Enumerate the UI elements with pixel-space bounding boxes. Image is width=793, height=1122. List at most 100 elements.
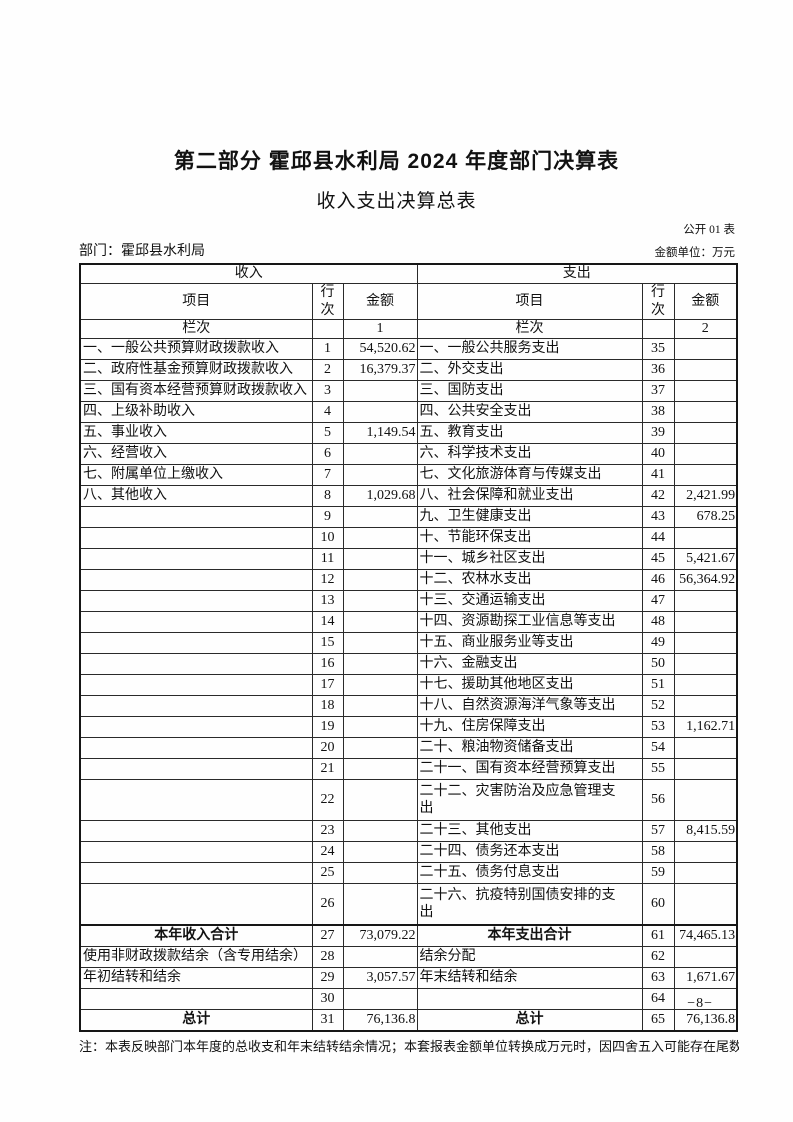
expense-amount-cell bbox=[673, 758, 738, 780]
expense-amount-cell bbox=[673, 737, 738, 759]
table-row: 四、上级补助收入 4 四、公共安全支出 38 bbox=[79, 401, 738, 423]
income-amount-col-header: 金额 bbox=[342, 283, 418, 320]
income-rowno-cell: 2 bbox=[311, 359, 344, 381]
table-title: 收入支出决算总表 bbox=[316, 191, 477, 212]
table-row: 使用非财政拨款结余（含专用结余） 28 结余分配 62 bbox=[79, 946, 738, 968]
expense-amount-cell bbox=[673, 632, 738, 654]
expense-amount-cell bbox=[673, 338, 738, 360]
page-number: −8− bbox=[687, 996, 713, 1011]
expense-rowno-cell: 48 bbox=[641, 611, 675, 633]
income-lanci-blank bbox=[311, 319, 344, 339]
income-item-cell bbox=[79, 841, 313, 863]
table-row: 11 十一、城乡社区支出 45 5,421.67 bbox=[79, 548, 738, 570]
expense-rowno-cell: 54 bbox=[641, 737, 675, 759]
income-amount-cell bbox=[342, 758, 418, 780]
income-item-cell bbox=[79, 569, 313, 591]
expense-rowno-cell: 36 bbox=[641, 359, 675, 381]
table-row: 15 十五、商业服务业等支出 49 bbox=[79, 632, 738, 654]
expense-amount-cell: 5,421.67 bbox=[673, 548, 738, 570]
income-amount-cell bbox=[342, 674, 418, 696]
expense-item-cell: 七、文化旅游体育与传媒支出 bbox=[416, 464, 643, 486]
income-amount-cell bbox=[342, 548, 418, 570]
income-amount-cell bbox=[342, 401, 418, 423]
table-row: 17 十七、援助其他地区支出 51 bbox=[79, 674, 738, 696]
expense-item-cell: 二十一、国有资本经营预算支出 bbox=[416, 758, 643, 780]
expense-amount-cell: 2,421.99 bbox=[673, 485, 738, 507]
income-rowno-cell: 15 bbox=[311, 632, 344, 654]
income-amount-cell bbox=[342, 632, 418, 654]
expense-item-cell: 本年支出合计 bbox=[416, 924, 643, 947]
table-row: 20 二十、粮油物资储备支出 54 bbox=[79, 737, 738, 759]
income-item-cell bbox=[79, 695, 313, 717]
unit-label: 金额单位：万元 bbox=[654, 247, 736, 259]
income-item-cell: 年初结转和结余 bbox=[79, 967, 313, 989]
income-amount-cell bbox=[342, 380, 418, 402]
expense-amount-cell bbox=[673, 674, 738, 696]
income-amount-cell bbox=[342, 611, 418, 633]
expense-amount-cell bbox=[673, 422, 738, 444]
expense-rowno-cell: 45 bbox=[641, 548, 675, 570]
income-rowno-cell: 31 bbox=[311, 1009, 344, 1032]
department-label: 部门：霍邱县水利局 bbox=[79, 244, 205, 259]
income-item-cell bbox=[79, 779, 313, 821]
income-amount-cell bbox=[342, 988, 418, 1010]
income-item-cell bbox=[79, 506, 313, 528]
expense-rowno-cell: 37 bbox=[641, 380, 675, 402]
income-item-cell: 本年收入合计 bbox=[79, 924, 313, 947]
budget-summary-table: 收入 支出 项目 行次 金额 项目 行次 金额 栏次 1 栏次 2 一、一般公共… bbox=[79, 263, 739, 1032]
income-item-cell bbox=[79, 820, 313, 842]
expense-rowno-cell: 51 bbox=[641, 674, 675, 696]
table-code-label: 公开 01 表 bbox=[683, 224, 735, 236]
expense-item-col-header: 项目 bbox=[416, 283, 643, 320]
expense-amount-cell bbox=[673, 946, 738, 968]
expense-rowno-cell: 49 bbox=[641, 632, 675, 654]
income-rowno-cell: 30 bbox=[311, 988, 344, 1010]
income-amount-cell: 76,136.8 bbox=[342, 1009, 418, 1032]
table-row: 24 二十四、债务还本支出 58 bbox=[79, 841, 738, 863]
expense-item-cell: 二十二、灾害防治及应急管理支出 bbox=[416, 779, 643, 821]
expense-amount-cell bbox=[673, 464, 738, 486]
income-col-index: 1 bbox=[342, 319, 418, 339]
expense-item-cell bbox=[416, 988, 643, 1010]
income-amount-cell bbox=[342, 883, 418, 926]
table-row: 26 二十六、抗疫特别国债安排的支出 60 bbox=[79, 883, 738, 926]
expense-rowno-cell: 46 bbox=[641, 569, 675, 591]
expense-amount-cell: 76,136.8 bbox=[673, 1009, 738, 1032]
expense-item-cell: 四、公共安全支出 bbox=[416, 401, 643, 423]
income-rowno-cell: 5 bbox=[311, 422, 344, 444]
income-item-cell: 八、其他收入 bbox=[79, 485, 313, 507]
section-header-row: 收入 支出 bbox=[79, 263, 738, 284]
income-rowno-cell: 26 bbox=[311, 883, 344, 926]
table-row: 25 二十五、债务付息支出 59 bbox=[79, 862, 738, 884]
table-row: 六、经营收入 6 六、科学技术支出 40 bbox=[79, 443, 738, 465]
expense-item-cell: 十四、资源勘探工业信息等支出 bbox=[416, 611, 643, 633]
income-rowno-cell: 10 bbox=[311, 527, 344, 549]
income-rowno-cell: 27 bbox=[311, 924, 344, 947]
income-amount-cell: 54,520.62 bbox=[342, 338, 418, 360]
income-item-cell bbox=[79, 883, 313, 926]
expense-rowno-cell: 61 bbox=[641, 924, 675, 947]
expense-rowno-cell: 60 bbox=[641, 883, 675, 926]
expense-item-cell: 十七、援助其他地区支出 bbox=[416, 674, 643, 696]
income-amount-cell bbox=[342, 590, 418, 612]
expense-rowno-cell: 38 bbox=[641, 401, 675, 423]
income-rowno-cell: 18 bbox=[311, 695, 344, 717]
table-row: 本年收入合计 27 73,079.22 本年支出合计 61 74,465.13 bbox=[79, 924, 738, 947]
expense-rowno-cell: 44 bbox=[641, 527, 675, 549]
table-row: 10 十、节能环保支出 44 bbox=[79, 527, 738, 549]
income-rowno-cell: 3 bbox=[311, 380, 344, 402]
expense-amount-cell bbox=[673, 527, 738, 549]
income-item-cell: 二、政府性基金预算财政拨款收入 bbox=[79, 359, 313, 381]
expense-item-cell: 六、科学技术支出 bbox=[416, 443, 643, 465]
income-amount-cell bbox=[342, 820, 418, 842]
income-rowno-cell: 19 bbox=[311, 716, 344, 738]
table-row: 30 64 bbox=[79, 988, 738, 1010]
table-meta-row: 部门：霍邱县水利局 金额单位：万元 bbox=[79, 240, 735, 260]
income-rowno-cell: 29 bbox=[311, 967, 344, 989]
expense-rowno-cell: 59 bbox=[641, 862, 675, 884]
income-item-cell bbox=[79, 758, 313, 780]
expense-rowno-cell: 43 bbox=[641, 506, 675, 528]
expense-amount-cell bbox=[673, 611, 738, 633]
income-item-cell bbox=[79, 988, 313, 1010]
expense-amount-cell: 56,364.92 bbox=[673, 569, 738, 591]
